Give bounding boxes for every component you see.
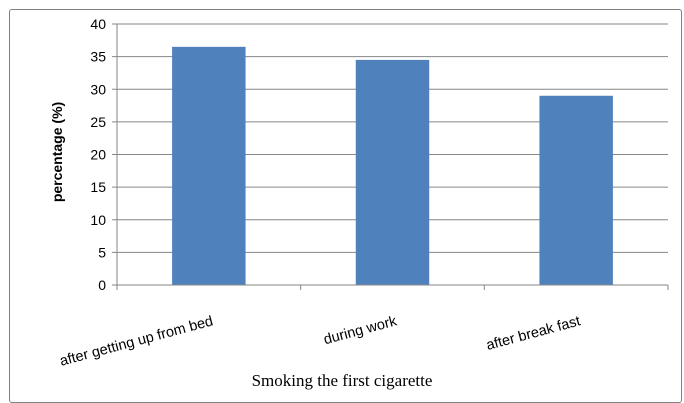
x-axis-categories: after getting up from bed during work afte…: [58, 313, 582, 370]
x-axis-title: Smoking the first cigarette: [251, 371, 433, 390]
y-tick-label: 15: [90, 179, 106, 195]
y-tick-label: 20: [90, 147, 106, 163]
bar-chart: 0 5 10 15 20 25 30 35 40 after getting up from b…: [49, 16, 669, 370]
bar: [539, 95, 613, 286]
x-category-label: during work: [322, 313, 399, 348]
y-tick-label: 35: [90, 49, 106, 65]
axes: [116, 24, 669, 290]
y-tick-label: 0: [98, 277, 106, 293]
bar: [355, 59, 430, 286]
x-category-label: after getting up from bed: [58, 313, 215, 369]
y-axis-label: percentage (%): [49, 102, 65, 202]
bar: [172, 46, 246, 286]
y-tick-label: 30: [90, 81, 106, 97]
y-axis-ticks: 0 5 10 15 20 25 30 35 40: [90, 16, 117, 293]
bars: [172, 46, 613, 286]
x-category-label: after break fast: [485, 313, 583, 353]
y-tick-label: 40: [90, 16, 106, 32]
y-tick-label: 10: [90, 212, 106, 228]
y-tick-label: 5: [98, 244, 106, 260]
y-tick-label: 25: [90, 114, 106, 130]
